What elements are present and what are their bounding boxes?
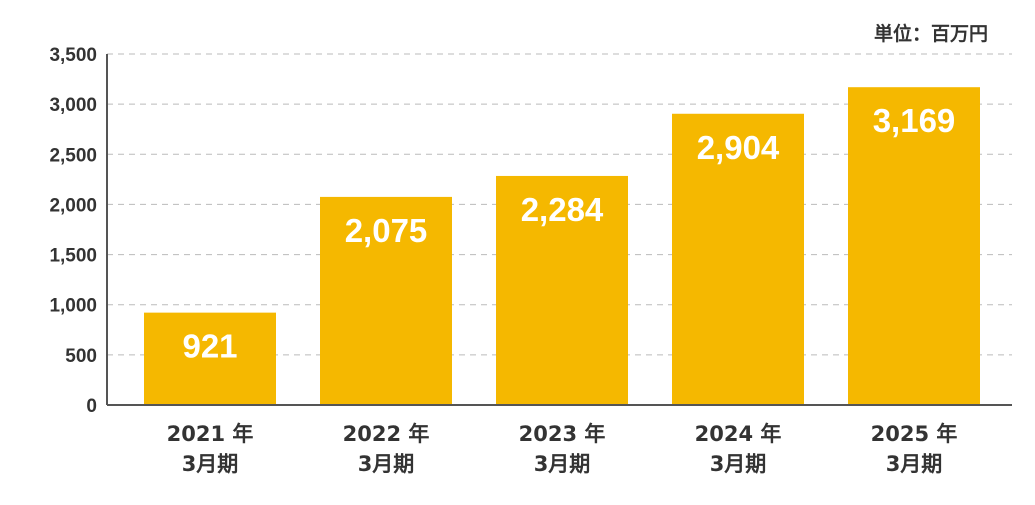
bar [496, 175, 628, 405]
x-category-label: 3月期 [182, 452, 239, 476]
x-category-label: 3月期 [534, 452, 591, 476]
x-category-label: 3月期 [358, 452, 415, 476]
x-category-label: 3月期 [886, 452, 943, 476]
x-category-label: 2024 年 [695, 422, 782, 446]
bar-value-label: 2,284 [521, 191, 604, 228]
bar [672, 113, 804, 405]
bar [144, 312, 276, 405]
category-labels: 2021 年 3月期 2022 年 3月期 2023 年 3月期 2024 年 3月期 2025… [167, 422, 958, 476]
x-category-label: 2023 年 [519, 422, 606, 446]
y-tick-label: 3,500 [49, 45, 97, 66]
y-tick-label: 0 [86, 396, 97, 417]
x-category-label: 2022 年 [343, 422, 430, 446]
bar-value-label: 2,075 [345, 212, 428, 249]
bar [320, 196, 452, 405]
unit-label: 単位：百万円 [874, 22, 988, 45]
x-category-label: 2025 年 [871, 422, 958, 446]
y-tick-label: 1,500 [49, 246, 97, 267]
y-axis-ticks: 0 500 1,000 1,500 2,000 2,500 3,000 3,500 [49, 45, 97, 417]
y-tick-label: 2,000 [49, 195, 97, 216]
bar-value-label: 3,169 [873, 102, 956, 139]
bar-value-label: 2,904 [697, 129, 780, 166]
x-category-label: 3月期 [710, 452, 767, 476]
y-tick-label: 3,000 [49, 95, 97, 116]
y-tick-label: 2,500 [49, 145, 97, 166]
bars [144, 87, 980, 405]
bar [848, 87, 980, 405]
y-tick-label: 1,000 [49, 296, 97, 317]
x-category-label: 2021 年 [167, 422, 254, 446]
bar-value-label: 921 [182, 328, 237, 365]
y-tick-label: 500 [65, 346, 97, 367]
value-labels: 921 2,075 2,284 2,904 3,169 [182, 102, 955, 364]
